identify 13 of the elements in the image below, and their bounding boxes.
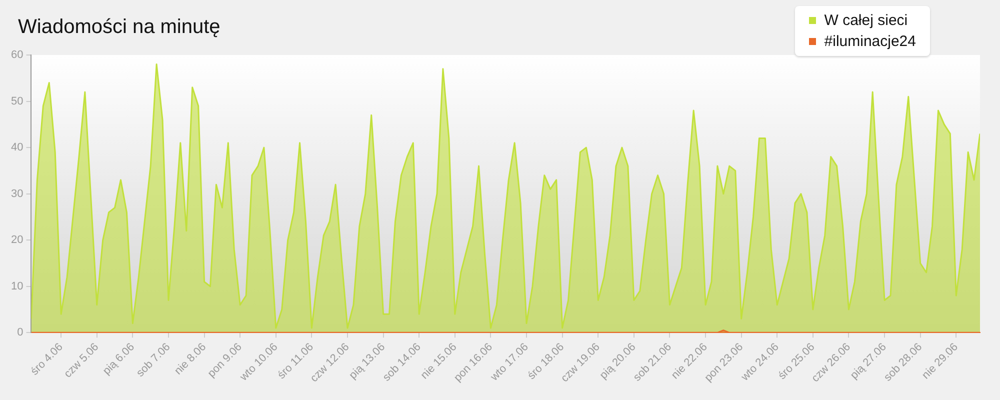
chart-title: Wiadomości na minutę [18,16,220,39]
y-tick-label: 40 [10,142,24,154]
y-tick-label: 50 [10,95,24,108]
y-tick-label: 60 [10,49,24,62]
y-tick-label: 10 [10,280,24,292]
legend-label: #iluminacje24 [824,32,916,52]
y-tick-label: 30 [10,188,24,200]
legend-label: W całej sieci [824,11,908,31]
y-tick-label: 20 [10,234,24,246]
x-tick-label: pią 6.06 [100,341,137,378]
x-tick-label: sob 7.06 [134,341,173,380]
x-tick-label: nie 8.06 [172,341,209,378]
y-tick-label: 0 [17,326,24,339]
